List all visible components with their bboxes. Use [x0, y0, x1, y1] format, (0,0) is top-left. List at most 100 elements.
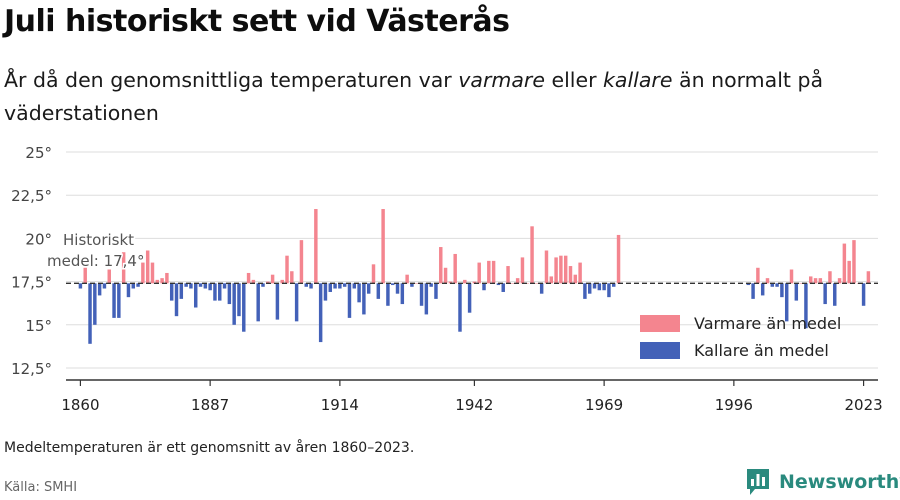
brand-logo[interactable]: Newsworthy [745, 467, 900, 497]
baseline-label-line2: medel: 17,4° [47, 252, 144, 270]
bar [117, 283, 121, 318]
bar [386, 283, 390, 306]
bar [458, 283, 462, 332]
bar [121, 252, 126, 284]
chart-title: Juli historiskt sett vid Västerås [4, 4, 510, 39]
x-tick-label: 1860 [61, 396, 99, 414]
footnote: Medeltemperaturen är ett genomsnitt av å… [4, 440, 415, 456]
bar [78, 283, 83, 289]
bar [93, 283, 97, 325]
bar [304, 283, 308, 287]
bar [338, 283, 342, 289]
bar [573, 274, 578, 284]
bar [376, 283, 381, 299]
bar [472, 281, 477, 284]
bar [616, 234, 621, 284]
bar [506, 266, 510, 284]
bar [395, 283, 400, 294]
bar [400, 283, 405, 305]
bar [232, 283, 236, 325]
bar [612, 283, 616, 287]
bar [794, 283, 799, 301]
subtitle-cold-word: kallare [603, 68, 673, 92]
bar [554, 257, 558, 284]
bar [242, 283, 246, 332]
bar [165, 272, 169, 284]
bar [333, 283, 337, 289]
bar [126, 283, 131, 298]
bar [568, 266, 573, 284]
y-tick-label: 12,5° [11, 360, 52, 378]
bar [251, 279, 256, 284]
y-tick-label: 22,5° [11, 187, 52, 205]
bar [809, 276, 813, 284]
bar [390, 283, 395, 286]
bar [578, 262, 582, 284]
brand-name: Newsworthy [779, 471, 900, 493]
bar [439, 247, 443, 284]
chart-legend: Varmare än medel Kallare än medel [640, 310, 841, 364]
x-tick-label: 1942 [455, 396, 493, 414]
bar [477, 262, 481, 284]
bar [765, 278, 770, 284]
y-tick-label: 15° [25, 317, 52, 335]
bar [169, 283, 174, 301]
bar [155, 279, 160, 284]
bar [275, 283, 280, 320]
bar [193, 283, 198, 308]
bar [246, 272, 251, 284]
x-tick-label: 1887 [191, 396, 229, 414]
bar [525, 283, 529, 284]
bar [342, 283, 347, 287]
bar [784, 283, 789, 322]
bar [410, 283, 414, 287]
bar [112, 283, 116, 318]
baseline-label-line1: Historiskt [63, 231, 134, 249]
chart-subtitle: År då den genomsnittliga temperaturen va… [4, 64, 864, 130]
legend-label-warm: Varmare än medel [694, 314, 842, 333]
bar [592, 283, 597, 289]
x-tick-label: 1914 [321, 396, 359, 414]
bar [83, 267, 87, 284]
bar [174, 283, 179, 317]
y-tick-label: 20° [25, 230, 52, 248]
bar [405, 274, 409, 284]
bar [804, 283, 808, 329]
bar [198, 283, 203, 287]
bar [501, 283, 505, 292]
bar [102, 283, 107, 289]
bar [818, 278, 823, 284]
bar [463, 279, 467, 284]
bar [290, 271, 294, 284]
bar [294, 283, 299, 322]
bar [491, 260, 496, 284]
y-tick-label: 17,5° [11, 274, 52, 292]
bar [833, 283, 837, 306]
y-tick-label: 25° [25, 144, 52, 162]
bar [467, 283, 472, 313]
subtitle-part3: än normalt på väderstationen [4, 68, 824, 125]
bar [218, 283, 222, 301]
bar [309, 283, 313, 289]
bar [780, 283, 784, 298]
x-tick-label: 1996 [715, 396, 753, 414]
x-tick-label: 2023 [844, 396, 882, 414]
subtitle-warm-word: varmare [458, 68, 545, 92]
bar [813, 278, 818, 284]
bar [323, 283, 328, 301]
bar [597, 283, 602, 291]
subtitle-part2: eller [544, 68, 604, 92]
bar [227, 283, 232, 305]
bar [266, 281, 270, 284]
bar [746, 283, 751, 286]
bar [770, 283, 775, 287]
bar [530, 226, 534, 284]
bar [837, 278, 842, 284]
bar [256, 283, 260, 322]
x-tick-label: 1969 [585, 396, 623, 414]
bar [756, 267, 760, 284]
bar [136, 283, 140, 287]
bar [184, 283, 188, 287]
legend-label-cold: Kallare än medel [694, 341, 829, 360]
bar [371, 264, 376, 284]
